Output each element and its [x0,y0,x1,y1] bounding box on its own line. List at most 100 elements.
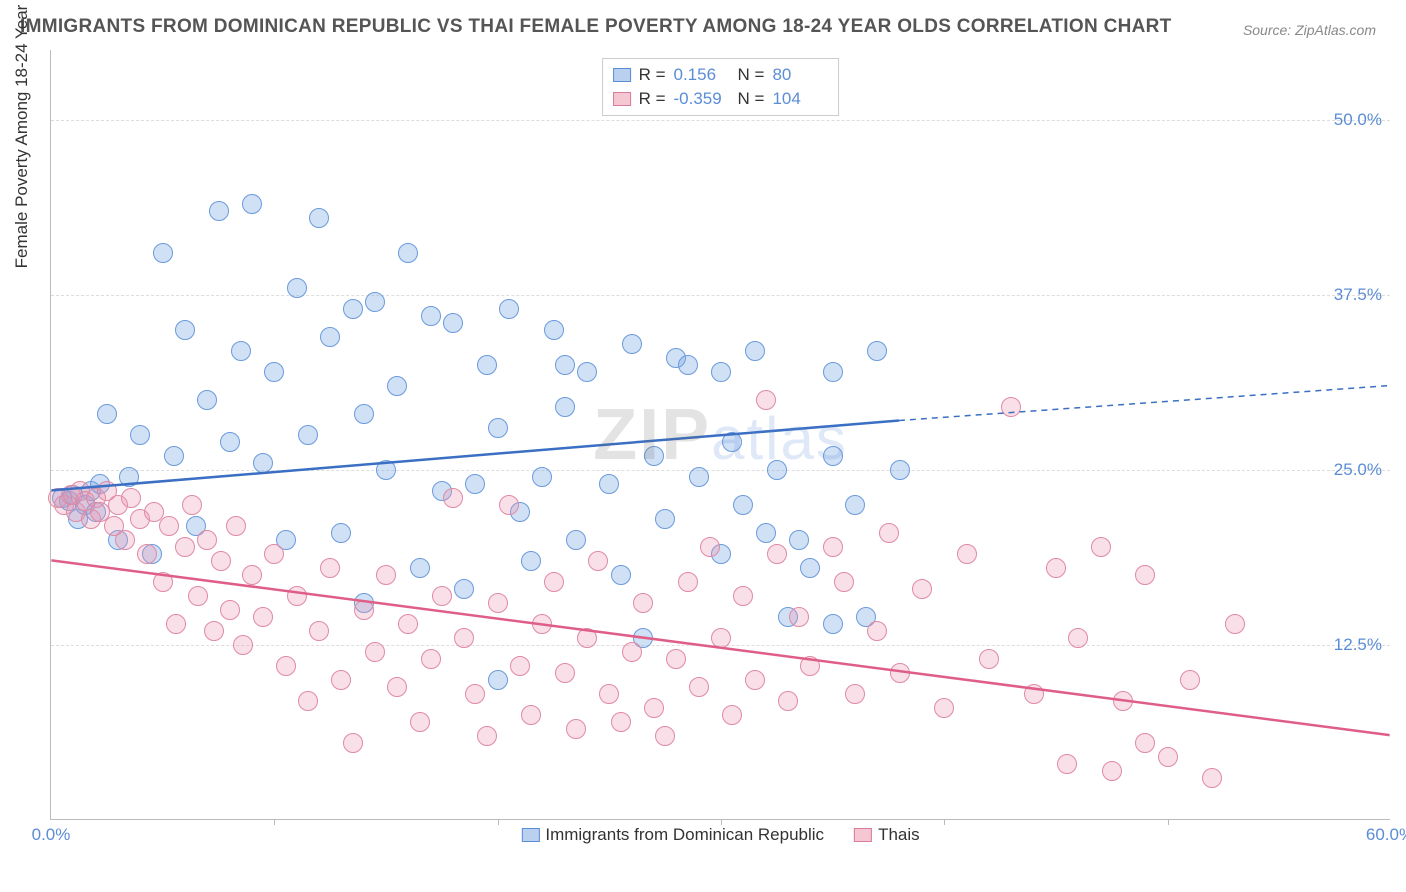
point-blue [309,208,329,228]
point-pink [226,516,246,536]
point-pink [622,642,642,662]
point-blue [365,292,385,312]
point-blue [756,523,776,543]
x-tick-mark [498,819,499,825]
legend-row-pink: R = -0.359 N = 104 [613,87,829,111]
point-pink [711,628,731,648]
point-blue [264,362,284,382]
r-label: R = [639,63,666,87]
point-pink [1068,628,1088,648]
point-pink [242,565,262,585]
point-pink [733,586,753,606]
point-pink [800,656,820,676]
point-pink [588,551,608,571]
point-blue [119,467,139,487]
point-pink [1102,761,1122,781]
point-pink [211,551,231,571]
point-blue [454,579,474,599]
x-tick-mark [1168,819,1169,825]
point-pink [1135,733,1155,753]
point-blue [499,299,519,319]
point-blue [555,397,575,417]
point-blue [544,320,564,340]
point-blue [823,614,843,634]
point-blue [823,446,843,466]
point-blue [242,194,262,214]
point-pink [722,705,742,725]
point-blue [622,334,642,354]
point-blue [845,495,865,515]
point-pink [137,544,157,564]
point-pink [1091,537,1111,557]
point-pink [182,495,202,515]
point-pink [443,488,463,508]
legend-swatch-pink-bottom [854,828,872,842]
point-pink [365,642,385,662]
point-pink [655,726,675,746]
point-pink [979,649,999,669]
point-pink [1135,565,1155,585]
legend-label-pink: Thais [878,825,920,845]
point-blue [733,495,753,515]
point-pink [823,537,843,557]
point-pink [555,663,575,683]
point-pink [454,628,474,648]
legend-series: Immigrants from Dominican Republic Thais [521,825,919,845]
point-blue [343,299,363,319]
point-pink [890,663,910,683]
point-pink [298,691,318,711]
legend-label-blue: Immigrants from Dominican Republic [545,825,824,845]
point-pink [566,719,586,739]
point-blue [722,432,742,452]
point-blue [376,460,396,480]
n-label: N = [738,63,765,87]
point-blue [387,376,407,396]
point-blue [566,530,586,550]
point-pink [488,593,508,613]
r-value-pink: -0.359 [674,87,730,111]
point-blue [767,460,787,480]
point-pink [499,495,519,515]
point-pink [1024,684,1044,704]
point-blue [655,509,675,529]
chart-source: Source: ZipAtlas.com [1243,22,1376,38]
point-blue [599,474,619,494]
point-pink [432,586,452,606]
point-pink [789,607,809,627]
point-pink [845,684,865,704]
point-pink [745,670,765,690]
point-blue [465,474,485,494]
point-pink [934,698,954,718]
point-pink [188,586,208,606]
point-blue [175,320,195,340]
point-pink [767,544,787,564]
chart-title: IMMIGRANTS FROM DOMINICAN REPUBLIC VS TH… [20,16,1172,38]
point-blue [421,306,441,326]
y-tick-label: 50.0% [1334,110,1382,130]
point-pink [387,677,407,697]
point-pink [331,670,351,690]
legend-swatch-pink [613,92,631,106]
point-blue [164,446,184,466]
point-pink [264,544,284,564]
y-tick-label: 25.0% [1334,460,1382,480]
point-pink [912,579,932,599]
point-pink [678,572,698,592]
point-blue [253,453,273,473]
x-tick-mark [944,819,945,825]
point-pink [879,523,899,543]
point-blue [410,558,430,578]
point-blue [789,530,809,550]
x-tick-max: 60.0% [1366,825,1406,845]
point-pink [233,635,253,655]
point-pink [577,628,597,648]
point-pink [220,600,240,620]
point-pink [778,691,798,711]
r-value-blue: 0.156 [674,63,730,87]
point-blue [611,565,631,585]
point-pink [611,712,631,732]
legend-row-blue: R = 0.156 N = 80 [613,63,829,87]
trend-lines-svg [51,50,1390,819]
point-pink [115,530,135,550]
point-blue [678,355,698,375]
